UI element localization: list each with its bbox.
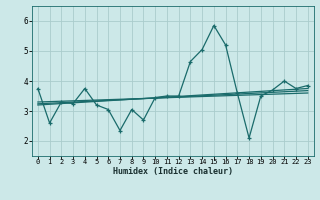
X-axis label: Humidex (Indice chaleur): Humidex (Indice chaleur) bbox=[113, 167, 233, 176]
